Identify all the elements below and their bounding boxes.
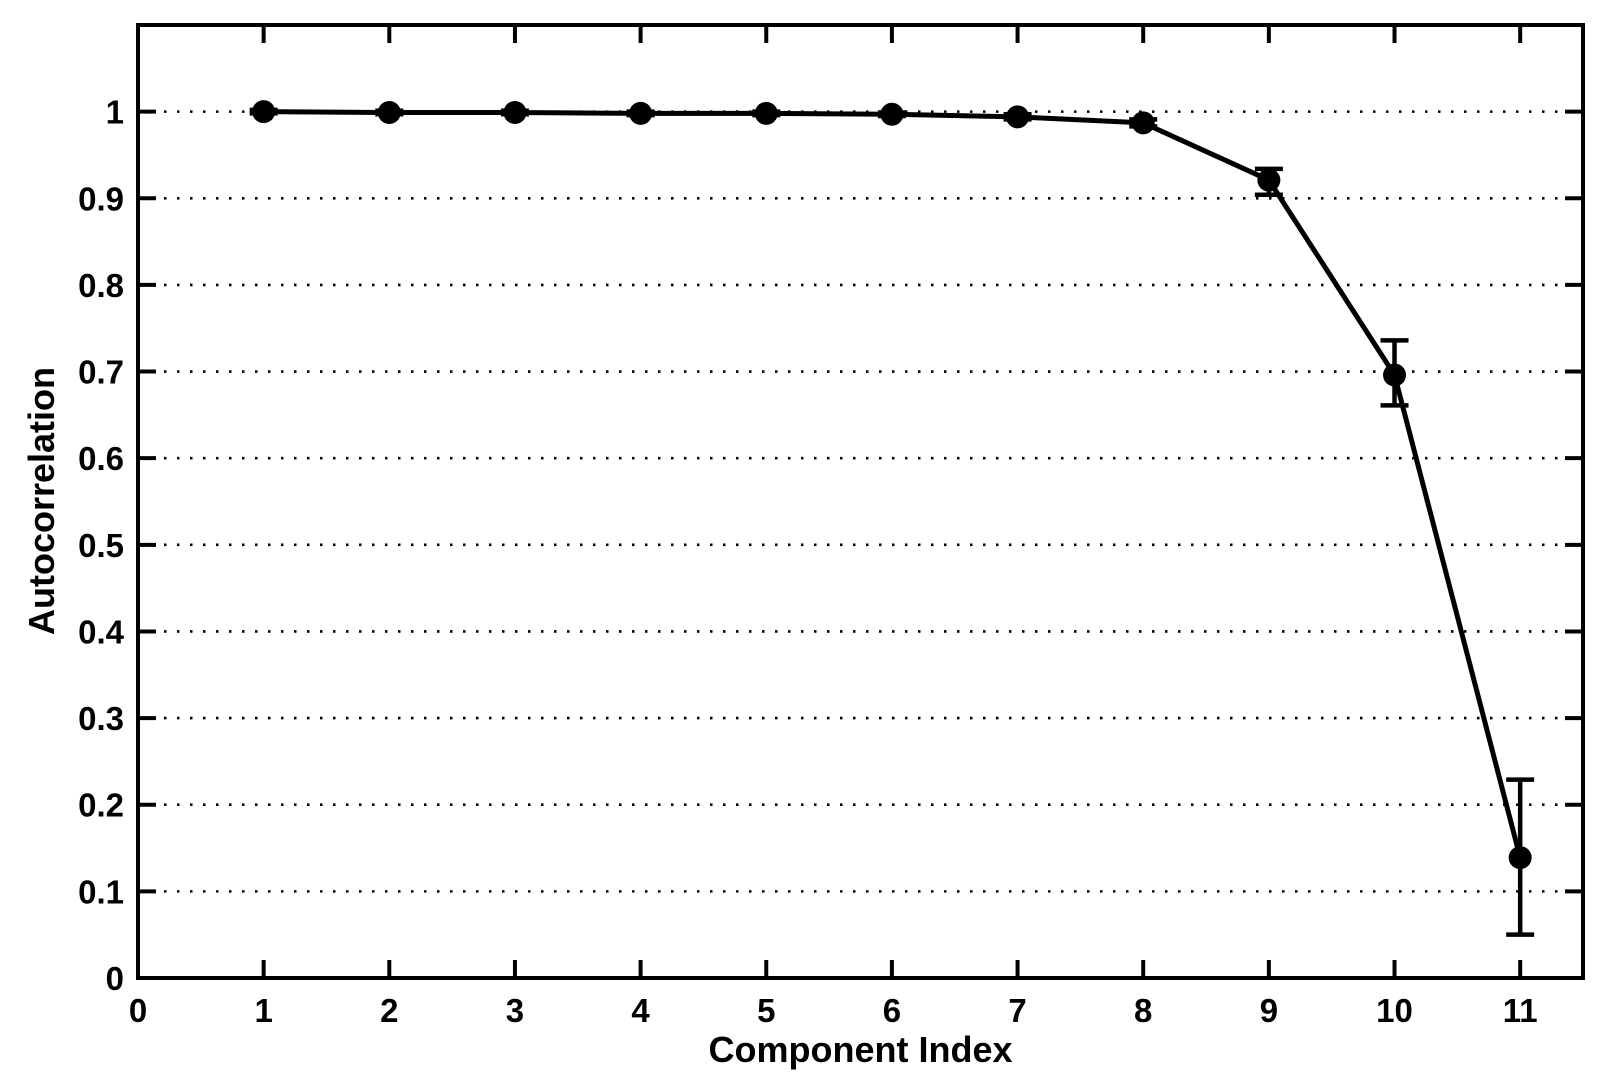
y-tick-label: 0.9 (78, 180, 124, 217)
data-point (880, 102, 904, 126)
data-point (1383, 363, 1407, 387)
x-tick-label: 2 (380, 992, 398, 1029)
axes-box (136, 23, 1585, 980)
data-point (754, 101, 778, 125)
x-tick-label: 3 (506, 992, 524, 1029)
data-point (252, 100, 276, 124)
x-tick-label: 0 (129, 992, 147, 1029)
data-point (377, 101, 401, 125)
data-line (261, 109, 1523, 861)
x-tick-label: 7 (1008, 992, 1026, 1029)
x-axis-title: Component Index (708, 1029, 1013, 1070)
data-point (629, 101, 653, 125)
y-tick-label: 0.6 (78, 440, 124, 477)
y-tick-label: 0.4 (78, 613, 125, 650)
data-point (1131, 111, 1155, 135)
data-point (1006, 105, 1030, 129)
y-tick-label: 0.7 (78, 354, 124, 391)
data-point (503, 101, 527, 125)
y-tick-label: 0.1 (78, 873, 124, 910)
x-tick-label: 9 (1260, 992, 1278, 1029)
y-tick-label: 0 (106, 960, 124, 997)
y-tick-label: 0.3 (78, 700, 124, 737)
x-tick-label: 6 (883, 992, 901, 1029)
data-point (1508, 846, 1532, 870)
x-tick-label: 1 (254, 992, 272, 1029)
data-point (1257, 168, 1281, 192)
x-tick-label: 11 (1503, 992, 1538, 1029)
y-tick-label: 0.8 (78, 267, 124, 304)
y-tick-label: 0.2 (78, 787, 124, 824)
y-tick-label: 0.5 (78, 527, 124, 564)
x-tick-label: 4 (631, 992, 650, 1029)
y-tick-label: 1 (106, 94, 124, 131)
x-tick-label: 10 (1376, 992, 1413, 1029)
x-tick-label: 8 (1134, 992, 1152, 1029)
x-tick-label: 5 (757, 992, 775, 1029)
y-axis-title: Autocorrelation (21, 367, 62, 636)
